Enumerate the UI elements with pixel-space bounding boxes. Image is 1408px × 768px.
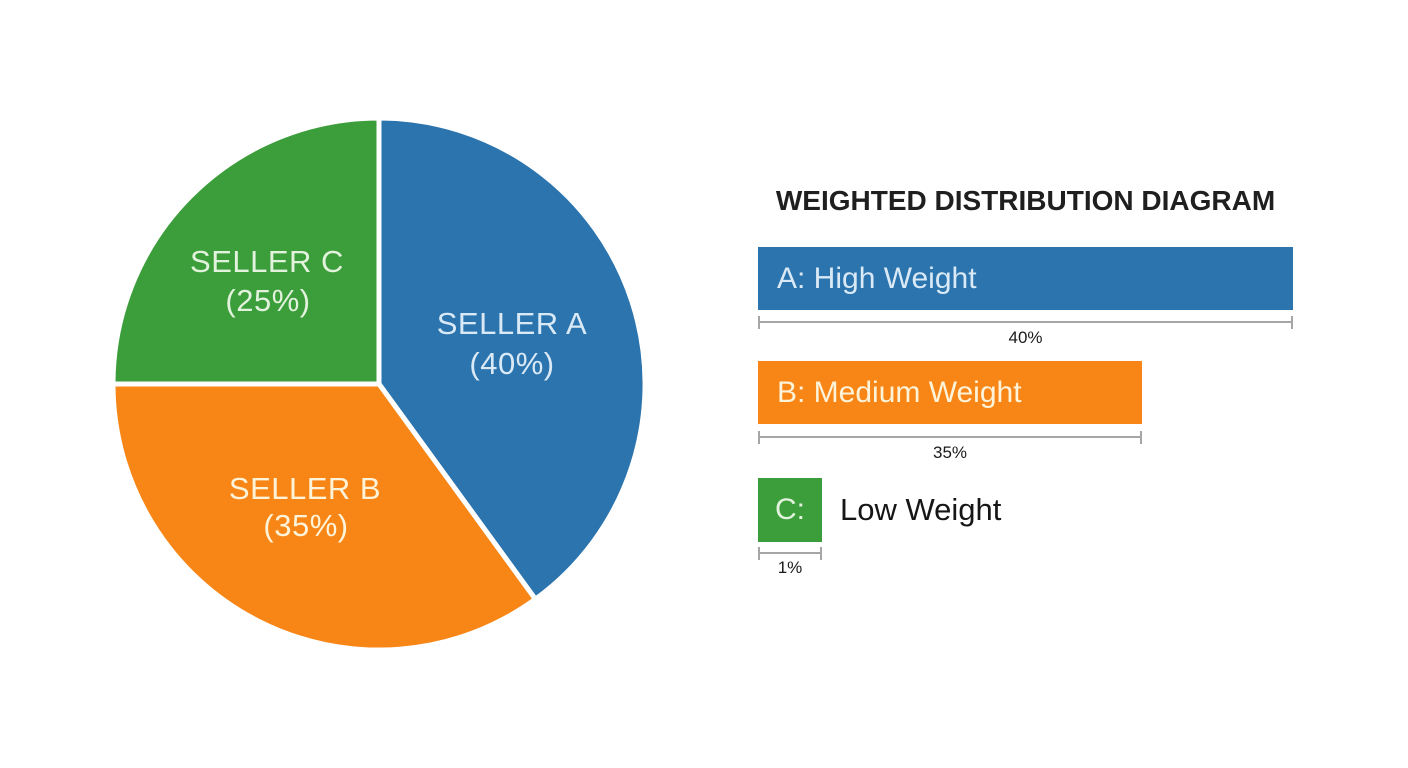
bar-medium-weight: B: Medium Weight <box>758 361 1142 424</box>
pie-value-seller-b: (35%) <box>263 508 348 543</box>
bar-c-percent: 1% <box>777 558 803 577</box>
pie-value-seller-a: (40%) <box>469 346 554 381</box>
dimension-line-b <box>758 431 1142 444</box>
dimension-line-a <box>758 316 1293 329</box>
bar-high-weight: A: High Weight <box>758 247 1293 310</box>
bar-low-weight-outside-label: Low Weight <box>840 492 1002 527</box>
bar-medium-weight-label: B: Medium Weight <box>777 375 1022 409</box>
bar-b-percent: 35% <box>932 443 968 462</box>
bar-low-weight-label: C: <box>775 493 805 526</box>
pie-value-seller-c: (25%) <box>225 283 310 318</box>
pie-slice-seller-a <box>376 115 648 602</box>
pie-label-seller-a: SELLER A <box>437 306 587 341</box>
bar-high-weight-label: A: High Weight <box>777 261 977 295</box>
bar-a-percent: 40% <box>1008 328 1043 347</box>
panel-title: WEIGHTED DISTRIBUTION DIAGRAM <box>775 185 1276 216</box>
pie-label-seller-b: SELLER B <box>229 471 381 506</box>
pie-slice-seller-b <box>110 381 538 653</box>
bar-low-weight: C: <box>758 478 822 542</box>
pie-chart: SELLER A (40%) SELLER B (35%) SELLER C (… <box>110 115 648 653</box>
pie-slice-seller-c <box>110 115 382 387</box>
pie-label-seller-c: SELLER C <box>190 244 344 279</box>
dimension-line-c <box>758 547 822 560</box>
